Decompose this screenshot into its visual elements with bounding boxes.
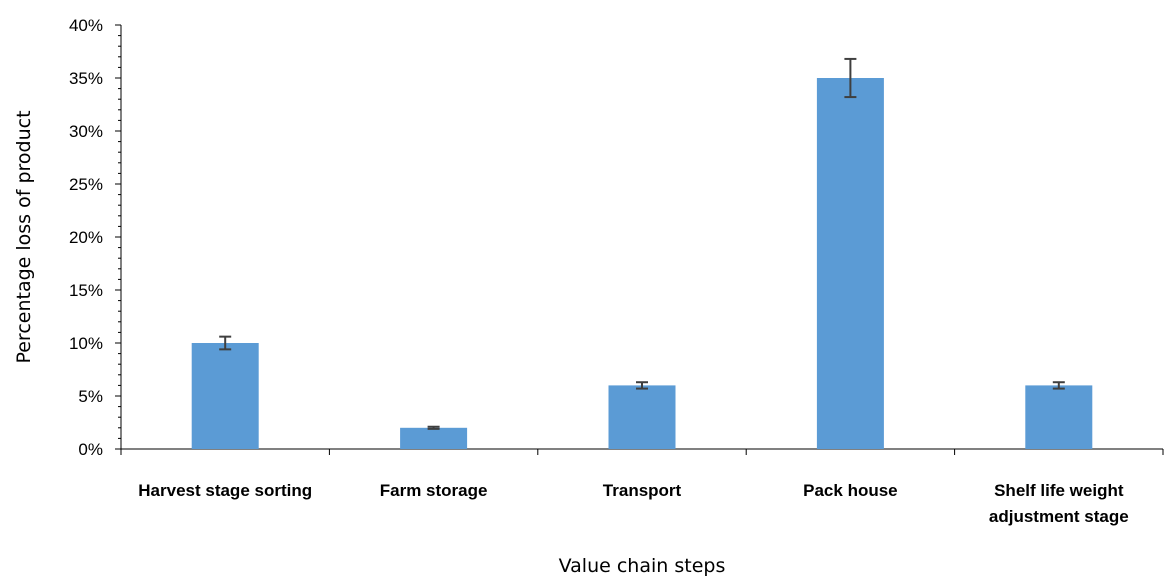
x-tick-label: Transport (603, 481, 682, 500)
bar (816, 78, 884, 449)
y-tick-label: 10% (69, 334, 103, 353)
y-tick-label: 0% (78, 440, 103, 459)
error-bars (219, 57, 1065, 430)
x-tick-label: Farm storage (380, 481, 488, 500)
error-bar (1052, 381, 1065, 390)
y-axis: 0% 5% 10% 15% 20% 25% 30% 35% 40% (69, 16, 122, 459)
x-tick-label: Shelf life weight adjustment stage (989, 481, 1129, 526)
y-tick-label: 20% (69, 228, 103, 247)
bar (400, 427, 468, 449)
error-bar (219, 335, 232, 351)
x-tick-label: Harvest stage sorting (138, 481, 312, 500)
y-tick-label: 5% (78, 387, 103, 406)
y-tick-label: 30% (69, 122, 103, 141)
y-tick-label: 25% (69, 175, 103, 194)
x-axis-title: Value chain steps (559, 555, 726, 577)
bar (608, 385, 676, 449)
y-axis-title: Percentage loss of product (13, 110, 35, 363)
bar (1025, 385, 1093, 449)
y-tick-label: 40% (69, 16, 103, 35)
error-bar (844, 57, 857, 99)
y-tick-label: 35% (69, 69, 103, 88)
x-tick-label: Pack house (803, 481, 898, 500)
bars (191, 78, 1093, 449)
y-tick-label: 15% (69, 281, 103, 300)
error-bar (427, 425, 440, 430)
bar (191, 343, 259, 449)
error-bar (636, 381, 648, 390)
x-axis: Harvest stage sorting Farm storage Transpo… (120, 448, 1164, 526)
